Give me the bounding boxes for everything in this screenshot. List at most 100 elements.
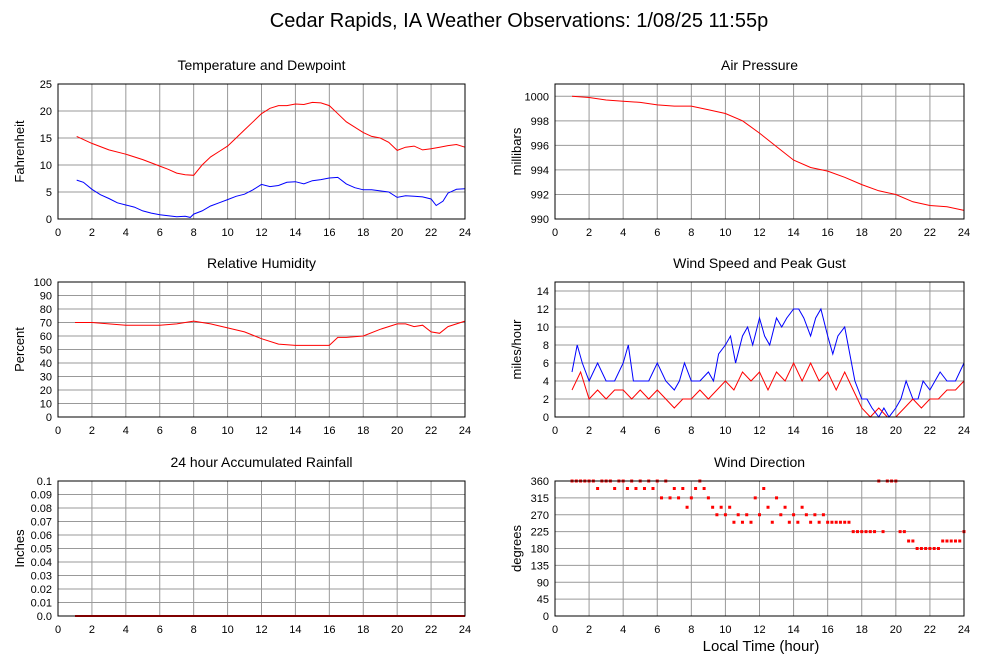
x-tick-label: 6 [654,425,660,437]
x-tick-label: 20 [890,227,902,239]
x-tick-label: 14 [787,227,799,239]
data-point [651,487,655,490]
x-tick-label: 16 [323,425,335,437]
data-point [689,496,693,500]
chart-title: Relative Humidity [207,255,316,271]
data-point [941,539,945,543]
plot-frame [57,281,466,418]
y-tick-label: 45 [537,594,549,606]
data-point [732,520,736,524]
data-point [843,520,847,524]
x-tick-label: 24 [958,227,970,239]
data-point [851,530,855,534]
data-point [702,487,706,490]
x-tick-label: 4 [620,624,626,636]
data-point [660,496,664,500]
series-line-blue [76,176,466,218]
data-point [685,505,689,509]
x-tick-label: 2 [89,227,95,239]
x-tick-label: 22 [425,425,437,437]
x-tick-label: 8 [688,425,694,437]
y-tick-label: 10 [40,399,52,411]
data-point [613,487,617,490]
data-point [792,513,796,517]
data-point [911,539,915,543]
x-tick-label: 4 [123,624,129,636]
x-tick-label: 18 [357,227,369,239]
x-tick-label: 8 [688,227,694,239]
y-tick-label: 0.09 [31,490,52,502]
data-point [902,530,906,534]
x-tick-label: 2 [89,425,95,437]
data-point [813,513,817,517]
data-point [936,547,940,550]
x-tick-label: 10 [221,227,233,239]
y-tick-label: 14 [537,286,549,298]
y-tick-label: 270 [531,510,549,522]
data-point [919,547,923,550]
data-point [753,496,757,500]
data-point [924,547,928,550]
x-tick-label: 6 [157,624,163,636]
x-tick-label: 16 [822,227,834,239]
x-tick-label: 14 [289,425,301,437]
x-tick-label: 18 [357,624,369,636]
y-axis-label: Inches [12,529,27,568]
x-tick-label: 24 [459,624,471,636]
x-tick-label: 18 [856,425,868,437]
y-tick-label: 5 [46,187,52,199]
data-point [864,530,868,534]
data-point [873,530,877,534]
y-tick-label: 998 [531,116,549,128]
y-tick-label: 0.08 [31,503,52,515]
data-point [681,487,685,490]
data-point [728,505,732,509]
y-tick-label: 0.04 [31,557,52,569]
plot-frame [57,83,466,220]
y-tick-label: 0.03 [31,571,52,583]
plot-frame [554,83,965,220]
x-tick-label: 20 [391,624,403,636]
y-tick-label: 0 [543,412,549,424]
x-tick-label: 16 [323,227,335,239]
data-point [868,530,872,534]
y-tick-label: 990 [531,214,549,226]
x-tick-label: 4 [123,425,129,437]
plot-frame [57,480,466,617]
x-tick-label: 10 [719,425,731,437]
y-tick-label: 0.05 [31,544,52,556]
data-point [668,496,672,500]
data-point [932,547,936,550]
y-tick-label: 25 [40,79,52,91]
data-point [907,539,911,543]
y-tick-label: 10 [40,160,52,172]
x-tick-label: 2 [586,227,592,239]
y-tick-label: 0.02 [31,584,52,596]
x-tick-label: 2 [586,624,592,636]
data-point [642,487,646,490]
x-tick-label: 4 [620,227,626,239]
x-tick-label: 6 [654,624,660,636]
chart-title: Air Pressure [721,57,798,73]
x-tick-label: 8 [191,624,197,636]
y-tick-label: 100 [34,277,52,289]
data-point [928,547,932,550]
data-point [817,520,821,524]
data-point [749,520,753,524]
data-point [809,520,813,524]
x-tick-label: 24 [459,425,471,437]
data-point [860,530,864,534]
x-tick-label: 16 [822,425,834,437]
y-tick-label: 30 [40,372,52,384]
x-tick-label: 6 [157,227,163,239]
x-tick-label: 10 [221,624,233,636]
data-point [796,520,800,524]
x-tick-label: 8 [191,227,197,239]
series-line-red [571,95,965,211]
y-tick-label: 12 [537,304,549,316]
